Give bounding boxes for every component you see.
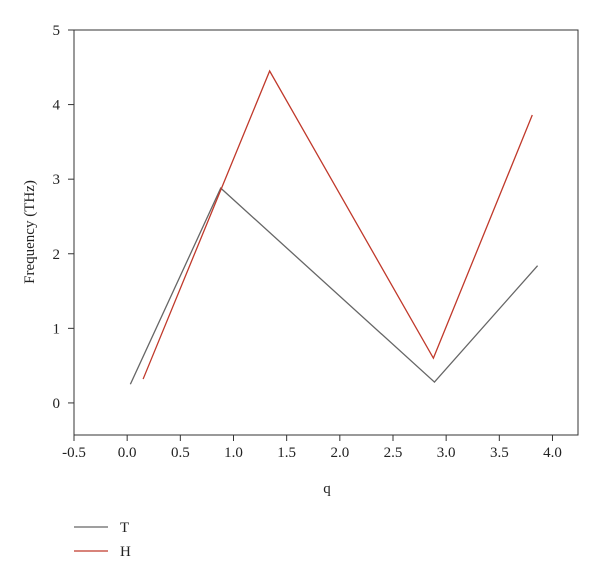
x-tick-label: 0.5 (171, 445, 190, 461)
x-tick-label: 1.0 (224, 445, 243, 461)
series-line (129, 187, 539, 385)
x-tick-label: 3.5 (490, 445, 509, 461)
y-axis-label: Frequency (THz) (22, 180, 38, 284)
y-tick-label: 1 (53, 321, 61, 337)
x-tick-label: 3.0 (437, 445, 456, 461)
series-line (142, 69, 533, 380)
plot-frame (73, 29, 579, 436)
x-tick-label: 2.0 (330, 445, 349, 461)
x-axis-label: q (323, 481, 331, 497)
y-tick-label: 5 (53, 23, 61, 39)
legend-label: H (120, 544, 131, 560)
y-tick-label: 2 (53, 247, 61, 263)
x-tick-label: 2.5 (384, 445, 403, 461)
x-tick-label: 0.0 (118, 445, 137, 461)
x-tick-label: -0.5 (62, 445, 86, 461)
x-tick-label: 4.0 (543, 445, 562, 461)
legend-label: T (120, 520, 129, 536)
y-tick-label: 0 (53, 396, 61, 412)
x-tick-label: 1.5 (277, 445, 296, 461)
y-tick-label: 4 (53, 98, 61, 114)
y-tick-label: 3 (53, 172, 61, 188)
